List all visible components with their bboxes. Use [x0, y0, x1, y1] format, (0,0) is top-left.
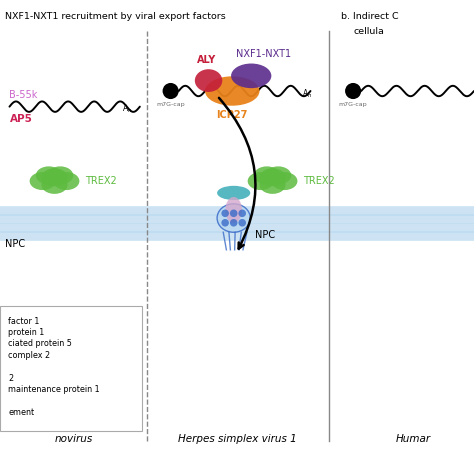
Ellipse shape [205, 76, 259, 106]
Text: A$_n$: A$_n$ [302, 88, 313, 100]
Ellipse shape [53, 172, 79, 190]
Text: m7G-cap: m7G-cap [339, 102, 367, 108]
Text: ciated protein 5: ciated protein 5 [8, 339, 72, 348]
Circle shape [230, 210, 237, 217]
Text: b. Indirect C: b. Indirect C [341, 12, 399, 21]
Ellipse shape [254, 166, 280, 184]
Circle shape [221, 219, 229, 227]
Ellipse shape [42, 176, 68, 194]
Text: Humar: Humar [396, 434, 431, 445]
Ellipse shape [265, 166, 291, 184]
Text: novirus: novirus [55, 434, 92, 445]
Ellipse shape [29, 172, 56, 190]
FancyBboxPatch shape [0, 306, 142, 431]
Circle shape [221, 210, 229, 217]
Ellipse shape [231, 64, 271, 88]
Ellipse shape [217, 186, 250, 200]
Ellipse shape [195, 69, 222, 92]
Ellipse shape [47, 166, 73, 184]
Ellipse shape [225, 197, 242, 223]
Text: ement: ement [8, 408, 34, 417]
Ellipse shape [259, 168, 285, 186]
Ellipse shape [259, 176, 285, 194]
Text: B-55k: B-55k [9, 90, 38, 100]
Text: m7G-cap: m7G-cap [156, 102, 185, 108]
Ellipse shape [217, 204, 250, 232]
Ellipse shape [42, 168, 68, 186]
Circle shape [163, 83, 179, 99]
Text: A$_n$: A$_n$ [122, 103, 133, 115]
Text: AP5: AP5 [9, 114, 32, 125]
Ellipse shape [271, 172, 298, 190]
Circle shape [230, 219, 237, 227]
Circle shape [345, 83, 361, 99]
Ellipse shape [247, 172, 274, 190]
Text: NPC: NPC [255, 230, 275, 240]
Ellipse shape [36, 166, 62, 184]
Text: factor 1: factor 1 [8, 317, 39, 326]
Circle shape [238, 219, 246, 227]
Text: complex 2: complex 2 [8, 351, 50, 360]
Text: 2: 2 [8, 374, 13, 383]
Text: ICP27: ICP27 [217, 110, 248, 120]
Text: TREX2: TREX2 [303, 176, 335, 186]
Circle shape [238, 210, 246, 217]
Text: NXF1-NXT1: NXF1-NXT1 [236, 49, 291, 59]
Text: protein 1: protein 1 [8, 328, 44, 337]
Text: cellula: cellula [353, 27, 384, 36]
Text: NXF1-NXT1 recruitment by viral export factors: NXF1-NXT1 recruitment by viral export fa… [5, 12, 226, 21]
Text: TREX2: TREX2 [85, 176, 117, 186]
Text: Herpes simplex virus 1: Herpes simplex virus 1 [178, 434, 296, 445]
Text: ALY: ALY [197, 55, 216, 65]
Text: NPC: NPC [5, 239, 25, 249]
Text: maintenance protein 1: maintenance protein 1 [8, 385, 100, 394]
